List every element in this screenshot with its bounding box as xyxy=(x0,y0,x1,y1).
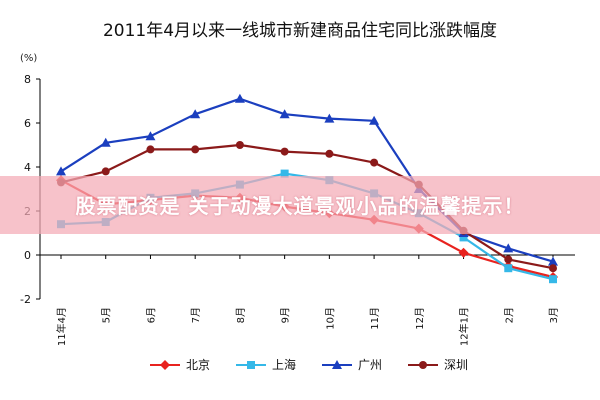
series-3-point-6 xyxy=(325,149,334,158)
chart-legend: 北京 上海 广州 深圳 xyxy=(150,356,468,373)
series-2-point-2 xyxy=(145,131,156,141)
legend-label-3: 深圳 xyxy=(444,358,469,372)
legend-item-2: 广州 xyxy=(322,356,382,373)
chart-title: 2011年4月以来一线城市新建商品住宅同比涨跌幅度 xyxy=(102,21,498,41)
series-line-3 xyxy=(60,143,554,270)
x-tick-label: 12年1月 xyxy=(458,307,471,346)
series-3-point-4 xyxy=(235,141,244,149)
overlay-banner xyxy=(0,176,600,234)
x-tick-label: 2月 xyxy=(503,307,515,323)
series-2-point-11 xyxy=(548,256,558,266)
y-tick-label: 4 xyxy=(24,161,31,174)
x-tick-label: 12月 xyxy=(414,307,426,330)
series-2-point-5 xyxy=(279,109,290,119)
series-1-point-11 xyxy=(549,275,557,284)
series-2-point-4 xyxy=(234,93,245,103)
legend-label-0: 北京 xyxy=(186,358,211,372)
series-0-point-9 xyxy=(458,247,469,258)
y-tick-label: 8 xyxy=(24,73,31,86)
series-1-point-10 xyxy=(504,264,513,273)
x-tick-label: 5月 xyxy=(101,307,113,323)
x-tick-label: 11年4月 xyxy=(55,307,68,346)
series-1-point-9 xyxy=(459,233,468,242)
x-tick-label: 3月 xyxy=(548,307,560,323)
series-3-point-2 xyxy=(146,145,155,154)
y-tick-label: 0 xyxy=(24,249,31,262)
series-3-point-11 xyxy=(549,264,557,273)
x-tick-label: 9月 xyxy=(280,307,292,323)
legend-swatch-1 xyxy=(236,360,267,369)
legend-swatch-2 xyxy=(322,359,353,369)
x-tick-label: 11月 xyxy=(369,307,381,330)
series-2-point-1 xyxy=(100,137,111,147)
legend-item-3: 深圳 xyxy=(408,356,468,373)
legend-swatch-0 xyxy=(150,359,180,370)
series-2-point-3 xyxy=(190,109,201,119)
series-3-point-5 xyxy=(280,147,289,156)
series-3-point-3 xyxy=(191,145,200,154)
legend-swatch-3 xyxy=(408,360,439,369)
overlay-banner-text: 股票配资是 关于动漫大道景观小品的温馨提示！ xyxy=(75,194,525,218)
x-tick-label: 8月 xyxy=(235,307,247,323)
y-tick-label: 6 xyxy=(24,117,31,130)
series-2-point-0 xyxy=(56,166,66,176)
x-tick-label: 7月 xyxy=(190,307,202,323)
y-axis-unit: (%) xyxy=(20,53,38,64)
legend-label-2: 广州 xyxy=(358,358,383,372)
series-1-point-5 xyxy=(280,169,289,178)
x-tick-label: 6月 xyxy=(145,307,157,323)
series-3-point-10 xyxy=(504,255,513,264)
y-tick-label: -2 xyxy=(20,293,31,306)
series-2-point-6 xyxy=(324,113,335,123)
x-tick-label: 10月 xyxy=(324,307,336,330)
series-2-point-7 xyxy=(369,115,380,125)
series-2-point-10 xyxy=(503,243,514,253)
series-3-point-1 xyxy=(101,167,110,176)
legend-label-1: 上海 xyxy=(272,358,297,372)
legend-item-1: 上海 xyxy=(236,356,296,373)
series-3-point-7 xyxy=(370,158,379,167)
legend-item-0: 北京 xyxy=(150,356,210,373)
